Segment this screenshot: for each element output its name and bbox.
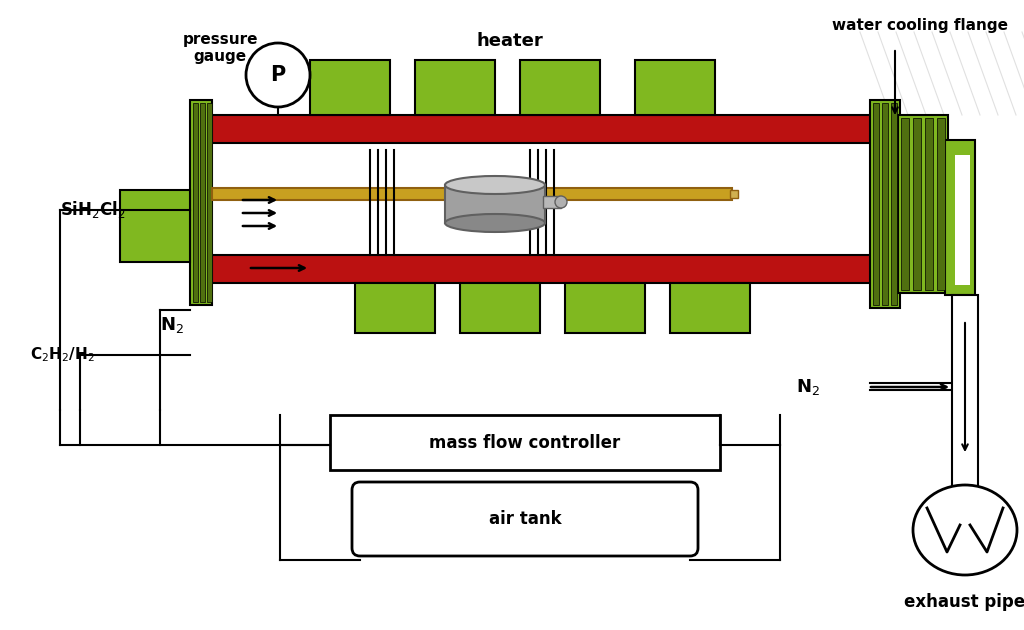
Bar bbox=[190, 100, 212, 305]
Text: N$_2$: N$_2$ bbox=[160, 315, 184, 335]
Bar bbox=[330, 415, 720, 470]
Circle shape bbox=[246, 43, 310, 107]
Bar bbox=[565, 283, 645, 333]
Bar bbox=[207, 103, 212, 302]
Bar bbox=[212, 188, 732, 200]
Text: water cooling flange: water cooling flange bbox=[831, 18, 1008, 33]
Text: N$_2$: N$_2$ bbox=[796, 377, 820, 397]
Bar bbox=[937, 118, 945, 290]
Ellipse shape bbox=[555, 196, 567, 208]
Text: pressure
gauge: pressure gauge bbox=[182, 32, 258, 64]
Bar bbox=[200, 143, 880, 255]
Bar bbox=[870, 100, 900, 308]
Bar bbox=[891, 103, 897, 305]
Text: mass flow controller: mass flow controller bbox=[429, 433, 621, 452]
Bar bbox=[730, 190, 738, 198]
Bar bbox=[913, 118, 921, 290]
Bar bbox=[200, 255, 880, 283]
Ellipse shape bbox=[913, 485, 1017, 575]
Text: air tank: air tank bbox=[488, 510, 561, 528]
Text: heater: heater bbox=[476, 32, 544, 50]
FancyBboxPatch shape bbox=[352, 482, 698, 556]
Bar bbox=[670, 283, 750, 333]
Bar bbox=[955, 155, 970, 285]
Bar bbox=[520, 60, 600, 115]
Bar bbox=[543, 196, 561, 208]
Bar bbox=[635, 60, 715, 115]
Text: C$_2$H$_2$/H$_2$: C$_2$H$_2$/H$_2$ bbox=[30, 346, 95, 364]
Bar bbox=[445, 185, 545, 223]
Bar bbox=[200, 115, 880, 143]
Bar bbox=[898, 115, 948, 293]
Text: SiH$_2$Cl$_2$: SiH$_2$Cl$_2$ bbox=[60, 200, 126, 220]
Bar bbox=[355, 283, 435, 333]
Text: exhaust pipe: exhaust pipe bbox=[904, 593, 1024, 611]
Bar bbox=[901, 118, 909, 290]
Bar bbox=[200, 103, 205, 302]
Ellipse shape bbox=[445, 176, 545, 194]
Bar bbox=[415, 60, 495, 115]
Bar bbox=[945, 140, 975, 295]
Bar bbox=[925, 118, 933, 290]
Bar bbox=[310, 60, 390, 115]
Bar bbox=[120, 190, 190, 262]
Ellipse shape bbox=[445, 214, 545, 232]
Bar bbox=[952, 295, 978, 495]
Bar bbox=[460, 283, 540, 333]
Bar bbox=[873, 103, 879, 305]
Bar bbox=[193, 103, 198, 302]
Text: P: P bbox=[270, 65, 286, 85]
Bar bbox=[882, 103, 888, 305]
